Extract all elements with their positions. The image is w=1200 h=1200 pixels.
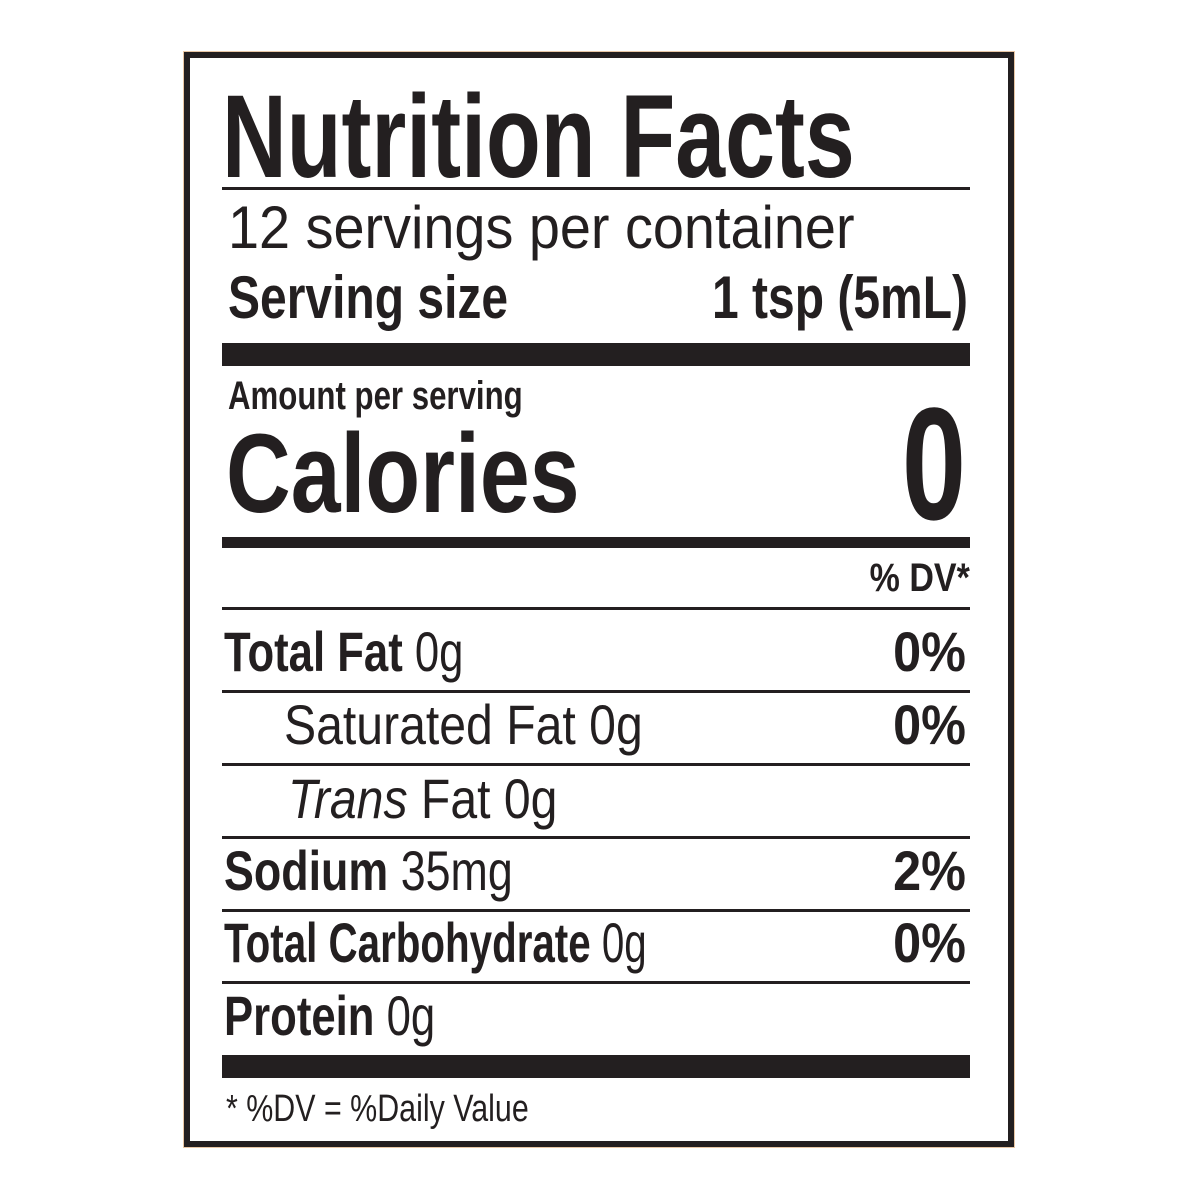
nutrient-sodium: Sodium 35mg (224, 843, 513, 899)
dv-total-carbohydrate: 0% (893, 911, 966, 974)
divider (222, 763, 970, 766)
nutrient-protein: Protein 0g (224, 988, 435, 1044)
nutrient-total-carbohydrate: Total Carbohydrate 0g (224, 915, 647, 971)
divider (222, 981, 970, 984)
label-edge (183, 51, 1015, 1148)
nutrient-amount: Fat 0g (420, 767, 558, 830)
nutrient-name: Total Fat (224, 620, 403, 683)
thick-divider (222, 1055, 970, 1078)
calories-value: 0 (901, 374, 966, 553)
nutrient-name: Total Carbohydrate (224, 911, 591, 974)
nutrient-total-fat: Total Fat 0g (224, 624, 463, 680)
dv-header: % DV* (869, 556, 970, 600)
divider (222, 690, 970, 693)
divider (222, 836, 970, 839)
nutrition-facts-panel (184, 52, 1014, 1147)
nutrient-amount: 0g (601, 911, 647, 974)
dv-total-fat: 0% (893, 620, 966, 683)
serving-size-value: 1 tsp (5mL) (711, 264, 968, 331)
nutrient-trans-fat: Trans Fat 0g (288, 771, 557, 827)
amount-per-serving: Amount per serving (228, 374, 523, 418)
title: Nutrition Facts (222, 71, 855, 203)
nutrient-amount: 35mg (400, 839, 513, 902)
footnote: * %DV = %Daily Value (226, 1088, 529, 1130)
calories-label: Calories (226, 411, 580, 536)
divider (222, 187, 970, 190)
medium-divider (222, 537, 970, 548)
nutrient-name: Sodium (224, 839, 389, 902)
divider (222, 607, 970, 610)
serving-size-label: Serving size (228, 264, 509, 331)
divider (222, 909, 970, 912)
nutrient-saturated-fat: Saturated Fat 0g (284, 693, 643, 756)
nutrient-amount: 0g (386, 984, 436, 1047)
thick-divider (222, 343, 970, 366)
nutrient-name: Protein (224, 984, 375, 1047)
nutrient-amount: 0g (414, 620, 464, 683)
nutrient-name: Trans (288, 767, 408, 830)
servings-per-container: 12 servings per container (228, 194, 855, 261)
dv-sodium: 2% (893, 839, 966, 902)
dv-saturated-fat: 0% (893, 693, 966, 756)
